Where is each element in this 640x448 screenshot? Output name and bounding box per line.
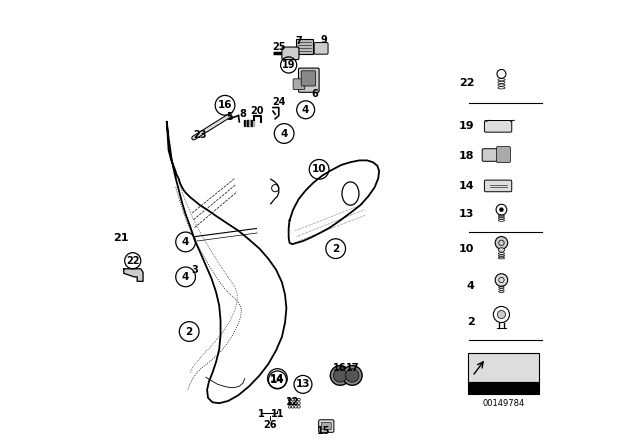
Text: 21: 21 — [113, 233, 129, 243]
Text: 19: 19 — [459, 121, 475, 131]
Ellipse shape — [499, 248, 504, 252]
Text: 4: 4 — [302, 105, 309, 115]
FancyBboxPatch shape — [282, 47, 299, 60]
Text: 13: 13 — [459, 209, 475, 219]
Text: 7: 7 — [295, 36, 302, 46]
Text: 18: 18 — [459, 151, 475, 161]
Text: 12: 12 — [285, 397, 299, 407]
Text: 19: 19 — [282, 60, 296, 70]
FancyBboxPatch shape — [497, 146, 511, 163]
Text: 24: 24 — [272, 97, 285, 107]
Text: 10: 10 — [459, 244, 475, 254]
Circle shape — [495, 237, 508, 249]
Polygon shape — [124, 269, 143, 281]
Text: 00149784: 00149784 — [483, 399, 525, 408]
Circle shape — [342, 366, 362, 385]
Circle shape — [346, 369, 359, 382]
FancyBboxPatch shape — [319, 420, 334, 432]
Circle shape — [333, 369, 347, 382]
FancyBboxPatch shape — [482, 149, 499, 161]
FancyBboxPatch shape — [301, 71, 316, 86]
Text: 4: 4 — [182, 272, 189, 282]
Text: 25: 25 — [272, 42, 285, 52]
Text: 14: 14 — [459, 181, 475, 191]
Text: 20: 20 — [250, 106, 264, 116]
Text: 11: 11 — [271, 409, 284, 419]
FancyBboxPatch shape — [314, 43, 328, 54]
FancyBboxPatch shape — [293, 79, 305, 90]
Polygon shape — [253, 120, 254, 126]
FancyBboxPatch shape — [468, 382, 539, 394]
Text: 16: 16 — [333, 363, 347, 373]
Text: 3: 3 — [191, 265, 198, 275]
FancyBboxPatch shape — [296, 39, 314, 54]
FancyBboxPatch shape — [468, 353, 539, 382]
Circle shape — [330, 366, 350, 385]
Text: 23: 23 — [193, 130, 207, 140]
Text: 17: 17 — [346, 363, 359, 373]
Text: 14: 14 — [270, 375, 285, 385]
Polygon shape — [289, 160, 379, 244]
Text: 22: 22 — [459, 78, 475, 88]
Polygon shape — [249, 120, 251, 126]
Text: 16: 16 — [218, 100, 232, 110]
Polygon shape — [248, 120, 249, 126]
Text: 6: 6 — [311, 89, 318, 99]
FancyBboxPatch shape — [484, 180, 512, 192]
Circle shape — [495, 274, 508, 286]
Text: 8: 8 — [239, 109, 246, 119]
Text: 1: 1 — [257, 409, 264, 419]
Text: 5: 5 — [226, 112, 233, 122]
Text: 9: 9 — [320, 35, 327, 45]
FancyBboxPatch shape — [298, 68, 319, 92]
Text: 2: 2 — [467, 317, 475, 327]
FancyBboxPatch shape — [484, 121, 512, 132]
FancyBboxPatch shape — [321, 422, 332, 430]
Text: 10: 10 — [312, 164, 326, 174]
Text: 2: 2 — [186, 327, 193, 336]
Text: 4: 4 — [467, 281, 475, 291]
Polygon shape — [244, 120, 245, 126]
Text: 14: 14 — [270, 374, 285, 383]
Polygon shape — [251, 120, 252, 126]
Polygon shape — [246, 120, 247, 126]
Text: 22: 22 — [126, 256, 140, 266]
Text: 4: 4 — [280, 129, 288, 138]
Text: 2: 2 — [332, 244, 339, 254]
Text: 4: 4 — [182, 237, 189, 247]
Text: 15: 15 — [317, 426, 330, 436]
Circle shape — [497, 310, 506, 319]
Text: 13: 13 — [296, 379, 310, 389]
Text: 26: 26 — [263, 420, 276, 430]
Circle shape — [499, 207, 504, 212]
Polygon shape — [167, 122, 287, 403]
